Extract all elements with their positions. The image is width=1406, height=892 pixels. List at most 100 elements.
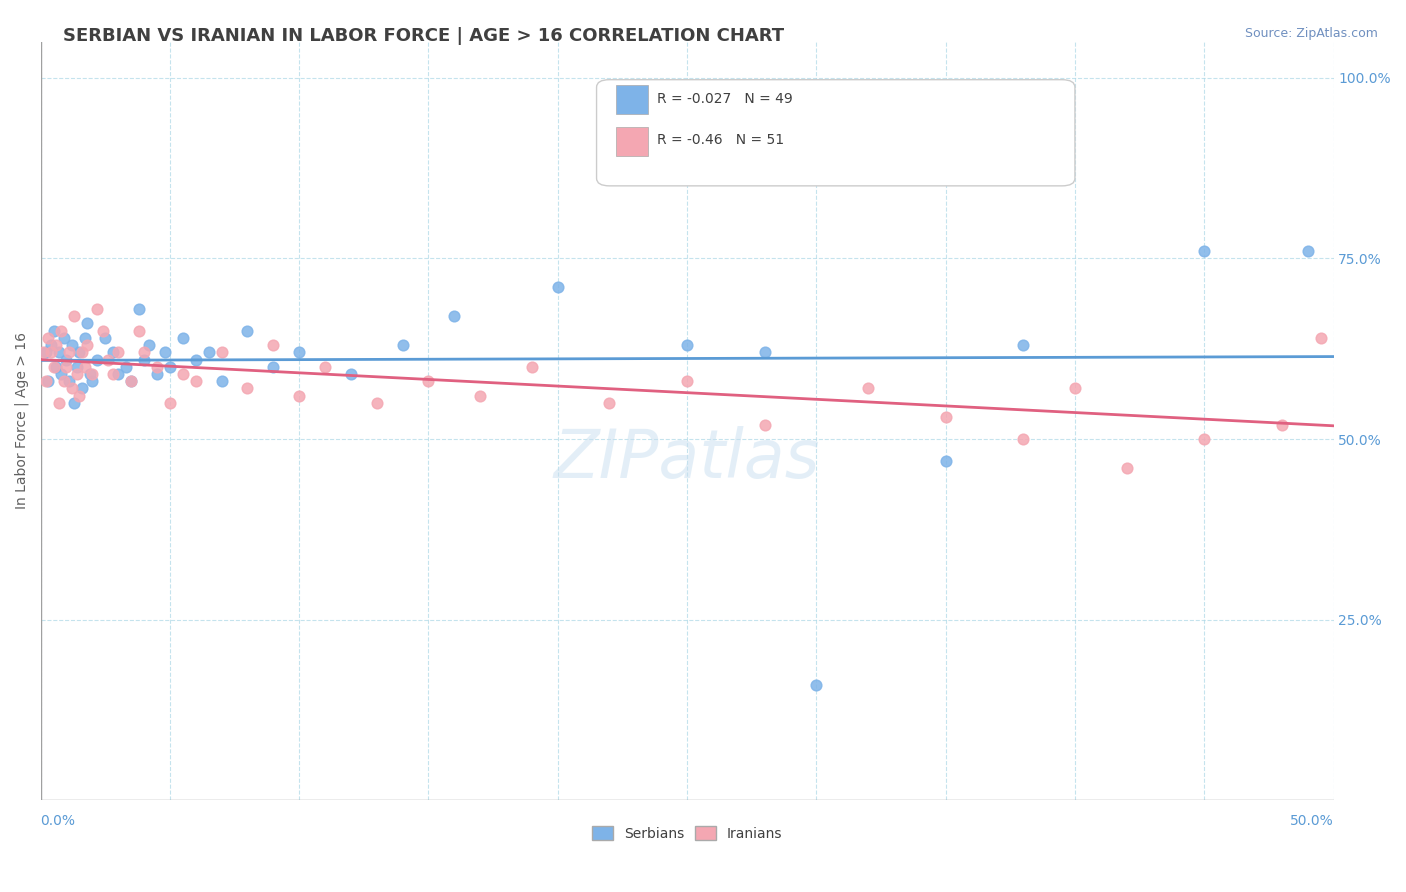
Point — [86, 301, 108, 316]
Point — [94, 331, 117, 345]
Point — [288, 345, 311, 359]
Point — [146, 367, 169, 381]
Point — [107, 345, 129, 359]
Point — [63, 396, 86, 410]
Y-axis label: In Labor Force | Age > 16: In Labor Force | Age > 16 — [15, 333, 30, 509]
Point — [60, 382, 83, 396]
Point — [55, 352, 77, 367]
Point — [70, 382, 93, 396]
Point — [211, 374, 233, 388]
Point — [547, 280, 569, 294]
Point — [520, 359, 543, 374]
Point — [340, 367, 363, 381]
Point — [184, 374, 207, 388]
Point — [82, 367, 104, 381]
Point — [146, 359, 169, 374]
Point — [35, 345, 58, 359]
Point — [73, 331, 96, 345]
Point — [32, 345, 55, 359]
Text: 50.0%: 50.0% — [1289, 814, 1333, 828]
Point — [1309, 331, 1331, 345]
Point — [211, 345, 233, 359]
Point — [172, 367, 194, 381]
Point — [37, 331, 59, 345]
Point — [48, 396, 70, 410]
Point — [159, 359, 181, 374]
Point — [70, 345, 93, 359]
Point — [58, 374, 80, 388]
Point — [935, 410, 957, 425]
Point — [63, 310, 86, 324]
Point — [67, 345, 90, 359]
Point — [1192, 244, 1215, 259]
Point — [39, 338, 62, 352]
Point — [86, 352, 108, 367]
Point — [66, 367, 89, 381]
Point — [314, 359, 336, 374]
Point — [856, 382, 879, 396]
Point — [598, 396, 620, 410]
Point — [51, 367, 73, 381]
Point — [138, 338, 160, 352]
Point — [1296, 244, 1319, 259]
Point — [66, 359, 89, 374]
Point — [262, 359, 284, 374]
Point — [51, 324, 73, 338]
Point — [55, 359, 77, 374]
Point — [101, 345, 124, 359]
Point — [120, 374, 142, 388]
FancyBboxPatch shape — [596, 79, 1076, 186]
Point — [391, 338, 413, 352]
Point — [288, 389, 311, 403]
Point — [35, 374, 58, 388]
Point — [42, 324, 65, 338]
Point — [236, 382, 259, 396]
Text: Source: ZipAtlas.com: Source: ZipAtlas.com — [1244, 27, 1378, 40]
Point — [1271, 417, 1294, 432]
Point — [107, 367, 129, 381]
Point — [52, 374, 75, 388]
Point — [754, 345, 776, 359]
Text: R = -0.027   N = 49: R = -0.027 N = 49 — [658, 92, 793, 105]
Point — [1192, 432, 1215, 446]
Point — [45, 359, 67, 374]
Point — [159, 396, 181, 410]
Point — [42, 359, 65, 374]
Point — [172, 331, 194, 345]
Point — [52, 331, 75, 345]
Point — [366, 396, 388, 410]
Point — [128, 301, 150, 316]
Text: ZIPatlas: ZIPatlas — [554, 425, 820, 491]
Bar — [616, 85, 648, 114]
Point — [676, 338, 699, 352]
Point — [91, 324, 114, 338]
Point — [60, 338, 83, 352]
Point — [153, 345, 176, 359]
Point — [754, 417, 776, 432]
Point — [39, 345, 62, 359]
Text: 0.0%: 0.0% — [41, 814, 76, 828]
Text: R = -0.46   N = 51: R = -0.46 N = 51 — [658, 134, 785, 147]
Point — [236, 324, 259, 338]
Point — [76, 338, 98, 352]
Text: SERBIAN VS IRANIAN IN LABOR FORCE | AGE > 16 CORRELATION CHART: SERBIAN VS IRANIAN IN LABOR FORCE | AGE … — [63, 27, 785, 45]
Point — [197, 345, 219, 359]
Point — [97, 352, 120, 367]
Point — [73, 359, 96, 374]
Point — [1012, 432, 1035, 446]
Point — [48, 345, 70, 359]
Point — [676, 374, 699, 388]
Point — [76, 317, 98, 331]
Point — [470, 389, 492, 403]
Point — [806, 678, 828, 692]
Point — [120, 374, 142, 388]
Point — [418, 374, 440, 388]
Point — [1012, 338, 1035, 352]
Point — [82, 374, 104, 388]
Point — [115, 359, 138, 374]
Point — [1115, 461, 1137, 475]
Point — [935, 453, 957, 467]
Point — [132, 352, 155, 367]
Point — [101, 367, 124, 381]
Point — [67, 389, 90, 403]
